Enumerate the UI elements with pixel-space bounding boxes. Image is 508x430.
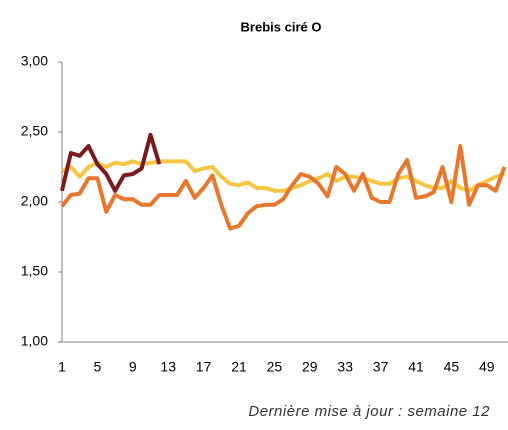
y-tick-label: 1,50 bbox=[21, 263, 48, 279]
y-tick-label: 3,00 bbox=[21, 53, 48, 69]
chart-title: Brebis ciré O bbox=[241, 19, 322, 34]
series-line bbox=[60, 144, 507, 231]
x-tick-label: 17 bbox=[196, 359, 212, 375]
series-line bbox=[60, 132, 162, 193]
x-tick-label: 29 bbox=[302, 359, 318, 375]
x-tick-label: 45 bbox=[444, 359, 460, 375]
y-tick-label: 2,50 bbox=[21, 123, 48, 139]
footer: Dernière mise à jour : semaine 12 bbox=[248, 403, 490, 420]
x-tick-label: 37 bbox=[373, 359, 389, 375]
x-tick-label: 5 bbox=[94, 359, 102, 375]
x-tick-label: 21 bbox=[231, 359, 247, 375]
y-tick-label: 2,00 bbox=[21, 193, 48, 209]
series-line bbox=[61, 159, 506, 193]
x-tick-label: 33 bbox=[337, 359, 353, 375]
x-tick-label: 9 bbox=[129, 359, 137, 375]
x-tick-label: 49 bbox=[479, 359, 495, 375]
y-tick-label: 1,00 bbox=[21, 333, 48, 349]
x-tick-label: 41 bbox=[408, 359, 424, 375]
x-tick-label: 1 bbox=[58, 359, 66, 375]
x-tick-label: 13 bbox=[160, 359, 176, 375]
x-tick-label: 25 bbox=[267, 359, 283, 375]
